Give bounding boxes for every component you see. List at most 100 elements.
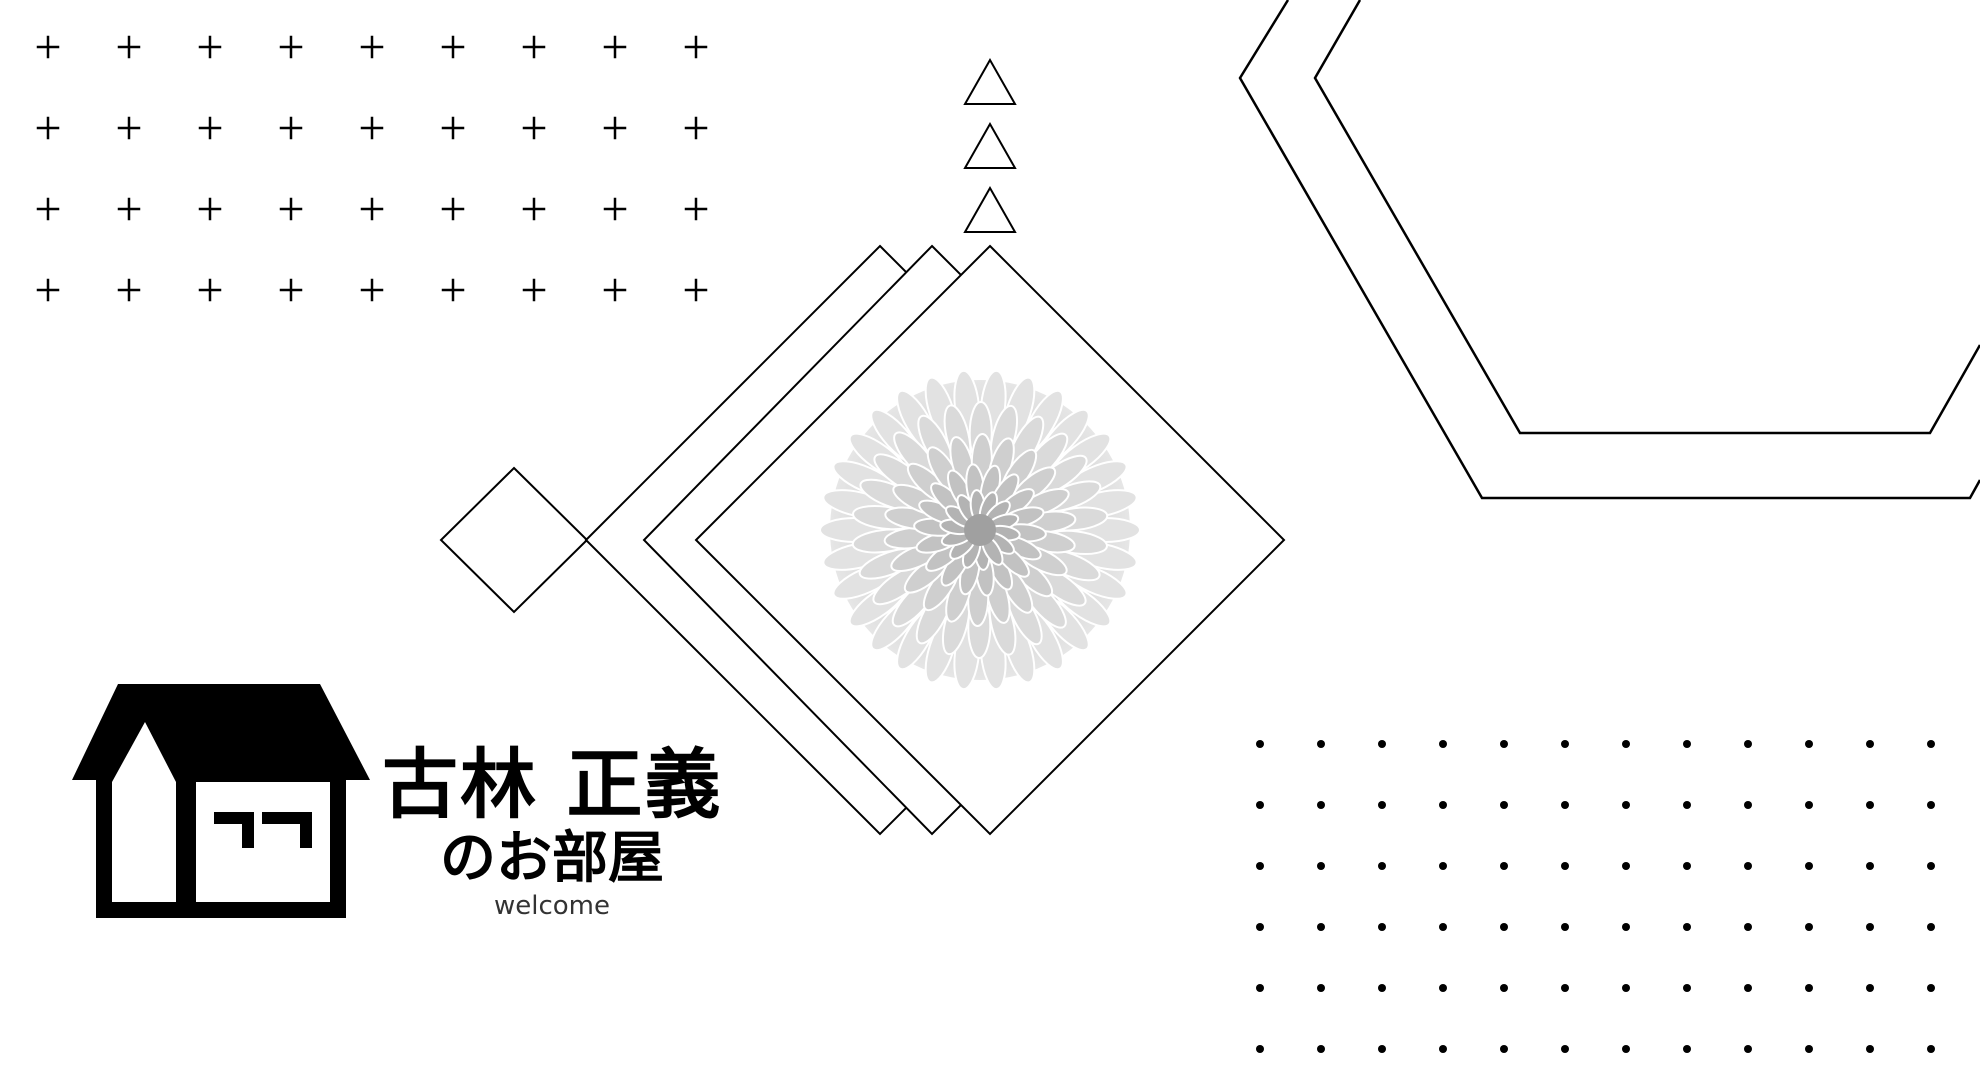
dot-mark <box>1256 923 1264 931</box>
dot-mark <box>1927 740 1935 748</box>
dot-mark <box>1439 1045 1447 1053</box>
chrysanthemum-icon <box>819 369 1141 691</box>
dot-mark <box>1683 984 1691 992</box>
dot-mark <box>1744 801 1752 809</box>
plus-mark <box>117 116 141 140</box>
dot-mark <box>1744 984 1752 992</box>
dot-mark <box>1439 801 1447 809</box>
dot-mark <box>1317 740 1325 748</box>
dot-mark <box>1317 801 1325 809</box>
dot-mark <box>1805 923 1813 931</box>
plus-mark <box>117 35 141 59</box>
dot-mark <box>1317 1045 1325 1053</box>
plus-mark <box>36 35 60 59</box>
dot-mark <box>1256 801 1264 809</box>
plus-mark <box>522 116 546 140</box>
title-block: 古林 正義 のお部屋 welcome <box>382 740 722 922</box>
dot-mark <box>1256 740 1264 748</box>
dot-mark <box>1500 1045 1508 1053</box>
plus-mark <box>198 197 222 221</box>
plus-mark <box>279 197 303 221</box>
plus-mark <box>279 116 303 140</box>
plus-mark <box>198 116 222 140</box>
plus-mark <box>441 116 465 140</box>
dot-mark <box>1866 923 1874 931</box>
dot-mark <box>1317 984 1325 992</box>
dot-mark <box>1683 801 1691 809</box>
dot-mark <box>1622 862 1630 870</box>
plus-mark <box>441 197 465 221</box>
dot-mark <box>1439 862 1447 870</box>
plus-mark <box>360 278 384 302</box>
plus-mark <box>36 278 60 302</box>
plus-mark <box>522 35 546 59</box>
dot-mark <box>1683 862 1691 870</box>
dot-mark <box>1805 740 1813 748</box>
plus-mark <box>603 278 627 302</box>
dot-mark <box>1866 1045 1874 1053</box>
dot-mark <box>1561 923 1569 931</box>
dot-mark <box>1561 862 1569 870</box>
dot-mark <box>1378 740 1386 748</box>
house-gable-opening <box>112 722 176 902</box>
dot-mark <box>1561 1045 1569 1053</box>
triangle-bottom <box>963 185 1017 233</box>
dot-mark <box>1805 801 1813 809</box>
plus-mark <box>36 116 60 140</box>
dot-mark <box>1378 801 1386 809</box>
plus-mark <box>279 35 303 59</box>
dot-mark <box>1622 801 1630 809</box>
plus-mark <box>441 35 465 59</box>
plus-mark <box>360 35 384 59</box>
dot-mark <box>1561 801 1569 809</box>
dot-grid-pattern <box>1256 740 1935 1053</box>
dot-mark <box>1622 1045 1630 1053</box>
dot-mark <box>1805 984 1813 992</box>
dot-mark <box>1256 1045 1264 1053</box>
flower-center <box>964 514 996 546</box>
dot-mark <box>1378 984 1386 992</box>
dot-mark <box>1378 923 1386 931</box>
dot-mark <box>1866 984 1874 992</box>
dot-mark <box>1744 862 1752 870</box>
welcome-text: welcome <box>493 891 610 921</box>
dot-mark <box>1805 862 1813 870</box>
dot-mark <box>1683 740 1691 748</box>
dot-mark <box>1683 1045 1691 1053</box>
plus-mark <box>684 278 708 302</box>
plus-mark <box>117 278 141 302</box>
dot-mark <box>1500 862 1508 870</box>
plus-mark <box>360 197 384 221</box>
plus-mark <box>684 35 708 59</box>
dot-mark <box>1744 923 1752 931</box>
dot-mark <box>1439 984 1447 992</box>
hexagon-outlines <box>1238 0 1980 500</box>
plus-mark <box>684 116 708 140</box>
dot-mark <box>1927 984 1935 992</box>
house-icon <box>72 684 370 918</box>
dot-mark <box>1439 923 1447 931</box>
dot-mark <box>1317 862 1325 870</box>
room-subtitle: のお部屋 <box>440 826 664 891</box>
dot-mark <box>1317 923 1325 931</box>
dot-mark <box>1866 740 1874 748</box>
plus-mark <box>36 197 60 221</box>
house-window-marks <box>214 812 312 848</box>
dot-mark <box>1256 862 1264 870</box>
plus-mark <box>522 197 546 221</box>
dot-mark <box>1256 984 1264 992</box>
dot-mark <box>1378 862 1386 870</box>
dot-mark <box>1927 923 1935 931</box>
owner-name: 古林 正義 <box>382 740 723 829</box>
plus-mark <box>279 278 303 302</box>
plus-mark <box>522 278 546 302</box>
dot-mark <box>1866 862 1874 870</box>
dot-mark <box>1561 984 1569 992</box>
dot-mark <box>1561 740 1569 748</box>
dot-mark <box>1866 801 1874 809</box>
dot-mark <box>1744 1045 1752 1053</box>
dot-mark <box>1927 862 1935 870</box>
hexagon-inner <box>1313 0 1980 435</box>
plus-mark <box>603 197 627 221</box>
